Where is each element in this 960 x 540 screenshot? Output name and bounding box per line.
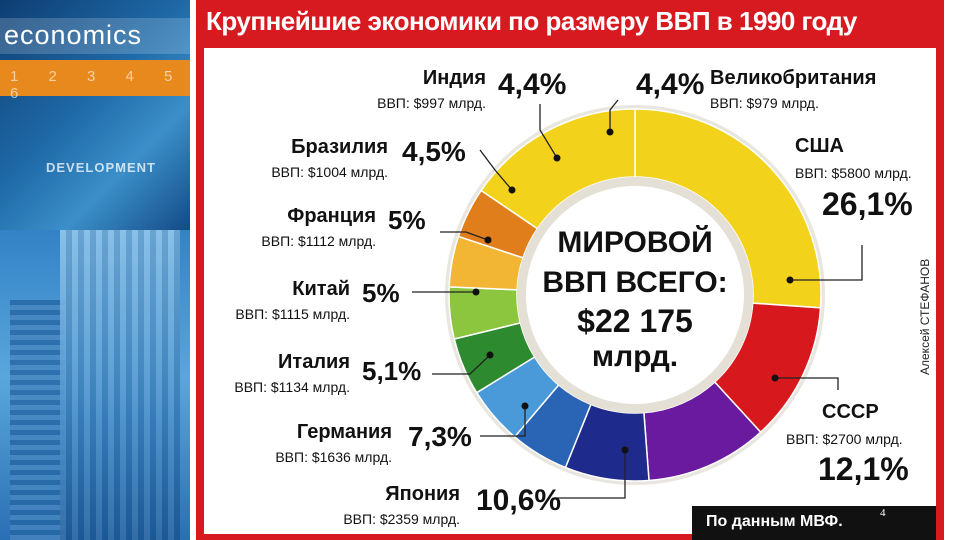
center-text-line-2: $22 175 xyxy=(577,303,693,339)
label-percent-8: 4,4% xyxy=(498,68,566,101)
leader-dot-4 xyxy=(486,351,494,359)
label-gdp-6: ВВП: $1112 млрд. xyxy=(261,233,376,249)
leader-line-1 xyxy=(775,377,839,390)
label-percent-7: 4,5% xyxy=(402,136,466,167)
banner-digits: 1 2 3 4 5 6 xyxy=(10,68,186,102)
chart-title: Крупнейшие экономики по размеру ВВП в 19… xyxy=(206,6,857,36)
label-percent-9: 4,4% xyxy=(636,68,704,101)
source-text: По данным МВФ. xyxy=(706,513,843,530)
banner-photo xyxy=(0,0,190,230)
label-gdp-9: ВВП: $979 млрд. xyxy=(710,95,819,111)
label-name-8: Индия xyxy=(423,67,486,89)
banner-strip: 1 2 3 4 5 6 xyxy=(0,60,190,102)
label-gdp-4: ВВП: $1134 млрд. xyxy=(234,379,350,395)
leader-line-8 xyxy=(539,104,558,159)
label-percent-2: 10,6% xyxy=(476,484,561,517)
label-percent-1: 12,1% xyxy=(818,451,909,487)
label-gdp-1: ВВП: $2700 млрд. xyxy=(786,431,903,447)
leader-dot-0 xyxy=(786,276,794,284)
leader-dot-5 xyxy=(472,288,480,296)
banner-caption: DEVELOPMENT xyxy=(46,160,156,175)
label-percent-5: 5% xyxy=(362,278,400,308)
label-percent-0: 26,1% xyxy=(822,186,913,222)
leader-line-7 xyxy=(479,149,513,191)
leader-line-6 xyxy=(440,231,489,241)
leader-dot-6 xyxy=(484,236,492,244)
leader-line-0 xyxy=(790,245,863,281)
label-gdp-5: ВВП: $1115 млрд. xyxy=(235,306,350,322)
leader-dot-1 xyxy=(771,374,779,382)
label-name-6: Франция xyxy=(287,205,376,227)
center-text-line-3: млрд. xyxy=(592,340,678,373)
sidebar-banner: economics 1 2 3 4 5 6 DEVELOPMENT xyxy=(0,0,190,540)
label-name-0: США xyxy=(795,135,844,157)
label-name-9: Великобритания xyxy=(710,67,876,89)
label-gdp-7: ВВП: $1004 млрд. xyxy=(271,164,388,180)
page-number: 4 xyxy=(880,507,886,519)
label-name-3: Германия xyxy=(297,421,392,443)
leader-dot-7 xyxy=(508,186,516,194)
leader-dot-2 xyxy=(621,446,629,454)
banner-title: economics xyxy=(4,20,143,50)
label-name-2: Япония xyxy=(385,483,460,505)
leader-line-9 xyxy=(609,99,619,132)
center-text-line-1: ВВП ВСЕГО: xyxy=(542,266,727,299)
label-percent-6: 5% xyxy=(388,205,426,235)
leader-dot-3 xyxy=(521,402,529,410)
leader-line-3 xyxy=(480,406,526,437)
building-image-left xyxy=(10,300,65,540)
label-gdp-8: ВВП: $997 млрд. xyxy=(377,95,486,111)
building-image xyxy=(60,230,180,540)
label-gdp-0: ВВП: $5800 млрд. xyxy=(795,165,912,181)
leader-line-4 xyxy=(432,354,491,375)
leader-dot-8 xyxy=(553,154,561,162)
label-name-7: Бразилия xyxy=(291,136,388,158)
leader-line-2 xyxy=(555,450,626,499)
label-percent-3: 7,3% xyxy=(408,421,472,452)
leader-dot-9 xyxy=(606,128,614,136)
label-name-5: Китай xyxy=(292,278,350,300)
donut-center xyxy=(526,186,744,404)
label-percent-4: 5,1% xyxy=(362,356,421,386)
label-gdp-3: ВВП: $1636 млрд. xyxy=(275,449,392,465)
banner-title-bar: economics xyxy=(0,18,190,54)
center-text-line-0: МИРОВОЙ xyxy=(557,225,712,259)
label-gdp-2: ВВП: $2359 млрд. xyxy=(343,511,460,527)
label-name-4: Италия xyxy=(278,351,350,373)
source-bar: По данным МВФ. xyxy=(692,506,936,540)
label-name-1: СССР xyxy=(822,401,879,423)
